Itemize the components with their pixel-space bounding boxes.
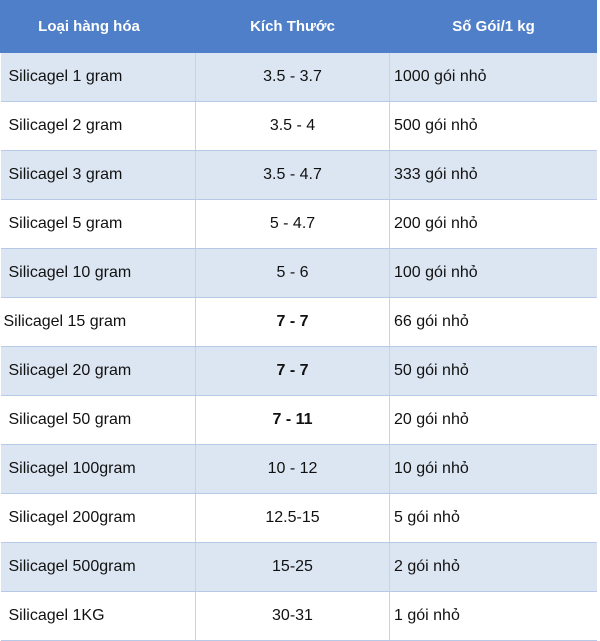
packs-cell: 66 gói nhỏ [389, 297, 597, 347]
packs-cell: 10 gói nhỏ [389, 444, 597, 494]
size-cell: 7 - 7 [195, 346, 390, 396]
packs-cell: 50 gói nhỏ [389, 346, 597, 396]
size-cell: 30-31 [195, 591, 390, 641]
table-row: Silicagel 1KG 30-31 1 gói nhỏ [0, 591, 597, 641]
product-name-cell: Silicagel 200gram [0, 493, 196, 543]
table-row: Silicagel 100gram 10 - 12 10 gói nhỏ [0, 444, 597, 494]
table-row: Silicagel 2 gram 3.5 - 4 500 gói nhỏ [0, 101, 597, 151]
table-body: Silicagel 1 gram 3.5 - 3.7 1000 gói nhỏ … [0, 52, 597, 641]
header-product-type: Loại hàng hóa [0, 0, 196, 53]
product-name-cell: Silicagel 3 gram [0, 150, 196, 200]
packs-cell: 100 gói nhỏ [389, 248, 597, 298]
header-row: Loại hàng hóa Kích Thước Số Gói/1 kg [0, 0, 597, 53]
size-cell: 5 - 4.7 [195, 199, 390, 249]
size-cell: 12.5-15 [195, 493, 390, 543]
product-name-cell: Silicagel 50 gram [0, 395, 196, 445]
size-cell: 3.5 - 4 [195, 101, 390, 151]
product-name-cell: Silicagel 500gram [0, 542, 196, 592]
table-row: Silicagel 1 gram 3.5 - 3.7 1000 gói nhỏ [0, 52, 597, 102]
packs-cell: 5 gói nhỏ [389, 493, 597, 543]
header-packs-per-kg: Số Gói/1 kg [389, 0, 597, 53]
header-size: Kích Thước [195, 0, 390, 53]
size-cell: 5 - 6 [195, 248, 390, 298]
product-name-cell: Silicagel 1KG [0, 591, 196, 641]
size-cell: 3.5 - 3.7 [195, 52, 390, 102]
size-cell: 10 - 12 [195, 444, 390, 494]
size-cell: 7 - 7 [195, 297, 390, 347]
packs-cell: 1000 gói nhỏ [389, 52, 597, 102]
table-row: Silicagel 20 gram 7 - 7 50 gói nhỏ [0, 346, 597, 396]
product-name-cell: Silicagel 20 gram [0, 346, 196, 396]
packs-cell: 2 gói nhỏ [389, 542, 597, 592]
product-name-cell: Silicagel 2 gram [0, 101, 196, 151]
size-cell: 7 - 11 [195, 395, 390, 445]
table-row: Silicagel 3 gram 3.5 - 4.7 333 gói nhỏ [0, 150, 597, 200]
table-row: Silicagel 500gram 15-25 2 gói nhỏ [0, 542, 597, 592]
size-cell: 15-25 [195, 542, 390, 592]
table-row: Silicagel 10 gram 5 - 6 100 gói nhỏ [0, 248, 597, 298]
table-row: Silicagel 50 gram 7 - 11 20 gói nhỏ [0, 395, 597, 445]
product-name-cell: Silicagel 15 gram [0, 297, 196, 347]
table-header: Loại hàng hóa Kích Thước Số Gói/1 kg [0, 0, 597, 53]
packs-cell: 200 gói nhỏ [389, 199, 597, 249]
packs-cell: 20 gói nhỏ [389, 395, 597, 445]
table-row: Silicagel 200gram 12.5-15 5 gói nhỏ [0, 493, 597, 543]
product-name-cell: Silicagel 1 gram [0, 52, 196, 102]
product-name-cell: Silicagel 5 gram [0, 199, 196, 249]
table-row: Silicagel 15 gram 7 - 7 66 gói nhỏ [0, 297, 597, 347]
packs-cell: 500 gói nhỏ [389, 101, 597, 151]
product-name-cell: Silicagel 100gram [0, 444, 196, 494]
product-name-cell: Silicagel 10 gram [0, 248, 196, 298]
packs-cell: 1 gói nhỏ [389, 591, 597, 641]
packs-cell: 333 gói nhỏ [389, 150, 597, 200]
table-row: Silicagel 5 gram 5 - 4.7 200 gói nhỏ [0, 199, 597, 249]
size-cell: 3.5 - 4.7 [195, 150, 390, 200]
